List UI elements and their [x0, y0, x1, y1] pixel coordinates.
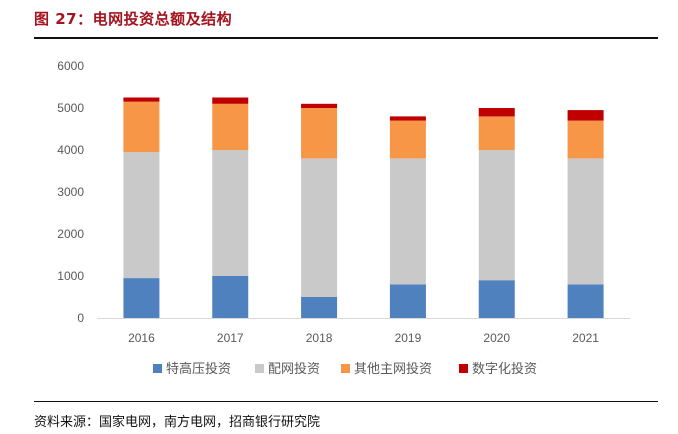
y-tick-label: 0 [77, 311, 84, 325]
bar-segment [212, 103, 249, 150]
bar-segment [123, 278, 160, 318]
stacked-bar-chart: 0 1000 2000 3000 4000 5000 6000 2016 2017 2018 201… [57, 59, 630, 377]
bar-segment [567, 120, 604, 159]
x-tick-label: 2016 [128, 331, 155, 345]
legend-swatch [255, 364, 264, 373]
bar-segment [301, 297, 338, 318]
bar-segment [478, 116, 515, 150]
y-tick-label: 2000 [57, 227, 84, 241]
y-tick-label: 4000 [57, 143, 84, 157]
legend-label: 数字化投资 [472, 361, 537, 377]
bar-segment [123, 152, 160, 279]
bar-segment [389, 284, 426, 318]
legend-swatch [153, 364, 162, 373]
bar-segment [478, 108, 515, 117]
bar-segment [389, 120, 426, 159]
bar-segment [301, 103, 338, 108]
bar-segment [123, 101, 160, 153]
bar-segment [478, 150, 515, 281]
legend-swatch [459, 364, 468, 373]
bar-segment [389, 116, 426, 121]
x-tick-label: 2017 [217, 331, 244, 345]
bar-segment [123, 97, 160, 102]
footer-divider [34, 401, 658, 402]
x-tick-label: 2020 [483, 331, 510, 345]
bar-segment [301, 108, 338, 159]
y-tick-label: 1000 [57, 269, 84, 283]
bar-segment [389, 158, 426, 285]
legend-swatch [341, 364, 350, 373]
legend-label: 特高压投资 [166, 361, 231, 377]
bar-segment [212, 276, 249, 318]
bar-segment [567, 110, 604, 121]
title-divider [34, 37, 658, 39]
source-note: 资料来源：国家电网，南方电网，招商银行研究院 [34, 415, 321, 430]
bar-segment [212, 150, 249, 276]
bar-segment [567, 284, 604, 318]
y-tick-label: 5000 [57, 101, 84, 115]
y-tick-label: 3000 [57, 185, 84, 199]
chart-title: 图 27：电网投资总额及结构 [34, 10, 233, 28]
legend-label: 配网投资 [268, 361, 320, 377]
x-tick-label: 2019 [395, 331, 422, 345]
bar-segment [567, 158, 604, 285]
bar-segment [301, 158, 338, 297]
x-tick-label: 2021 [572, 331, 599, 345]
y-tick-label: 6000 [57, 59, 84, 73]
x-tick-label: 2018 [306, 331, 333, 345]
legend-label: 其他主网投资 [354, 361, 432, 377]
bar-segment [212, 97, 249, 104]
bar-segment [478, 280, 515, 318]
